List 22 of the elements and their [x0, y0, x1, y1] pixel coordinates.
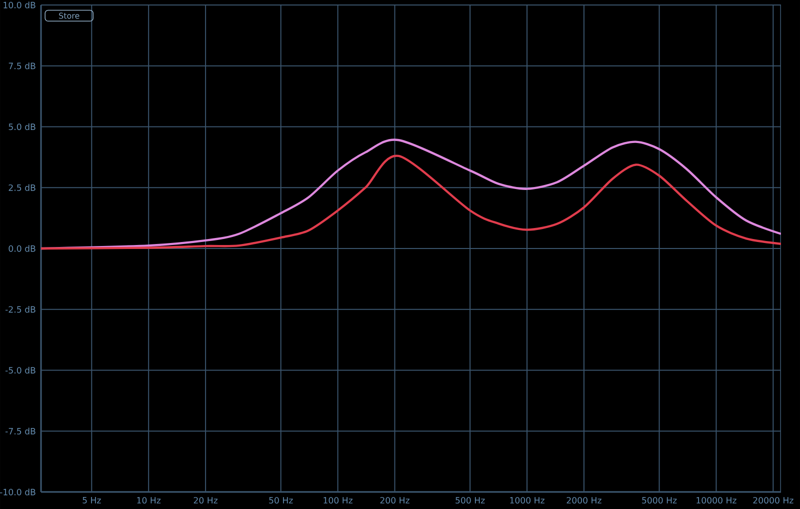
x-tick-label: 2000 Hz	[566, 497, 602, 504]
x-tick-label: 500 Hz	[456, 497, 485, 504]
y-tick-label: 10.0 dB	[4, 2, 36, 8]
y-tick-label: -2.5 dB	[5, 306, 36, 313]
y-tick-label: 7.5 dB	[8, 62, 36, 70]
y-tick-label: 5.0 dB	[8, 123, 36, 130]
y-tick-label: 0.0 dB	[8, 245, 36, 252]
y-tick-label: -5.0 dB	[5, 366, 36, 374]
y-tick-label: -7.5 dB	[5, 428, 36, 434]
x-tick-label: 1000 Hz	[510, 497, 544, 504]
x-tick-label: 100 Hz	[324, 497, 352, 504]
y-tick-label: 2.5 dB	[8, 184, 36, 191]
x-tick-label: 5000 Hz	[642, 497, 677, 504]
x-tick-label: 20 Hz	[194, 497, 218, 504]
x-tick-label: 50 Hz	[269, 497, 293, 504]
x-tick-label: 20000 Hz	[753, 497, 794, 504]
x-tick-label: 5 Hz	[82, 497, 101, 504]
x-tick-label: 10000 Hz	[696, 497, 736, 504]
x-tick-label: 10 Hz	[137, 497, 161, 504]
annotation: Store	[59, 12, 80, 19]
y-tick-label: -10.0 dB	[0, 488, 36, 496]
x-tick-label: 200 Hz	[380, 497, 410, 504]
